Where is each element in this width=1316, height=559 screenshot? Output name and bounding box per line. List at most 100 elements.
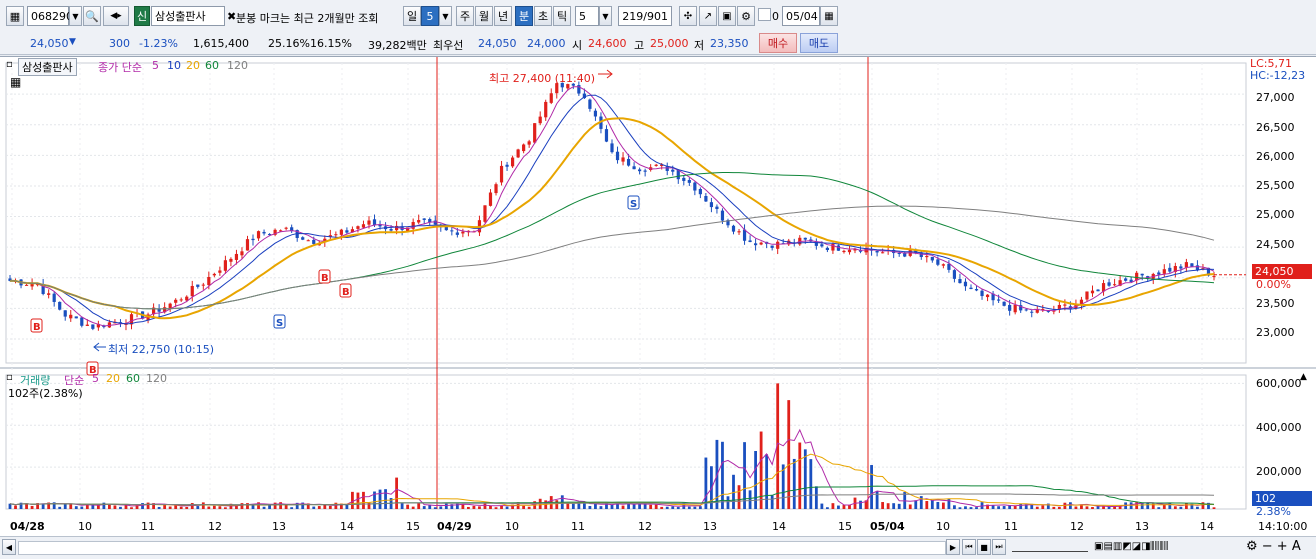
- calendar-icon[interactable]: ▦: [820, 6, 838, 26]
- volume-bar: [201, 502, 205, 509]
- volume-bar: [273, 502, 277, 509]
- buy-button[interactable]: 매수: [759, 33, 797, 53]
- stock-code-input[interactable]: 068290: [27, 6, 73, 26]
- minute-value-field[interactable]: 5: [575, 6, 599, 26]
- period-dropdown-icon[interactable]: ▼: [439, 6, 452, 26]
- gear-icon[interactable]: ⚙: [737, 6, 755, 26]
- candle-body: [8, 278, 12, 281]
- volume-bar: [897, 503, 901, 509]
- date-input[interactable]: 05/04: [782, 6, 820, 26]
- time-label: 14:10:00: [1258, 520, 1308, 533]
- candle-body: [461, 231, 465, 234]
- period-month-button[interactable]: 월: [475, 6, 493, 26]
- minute-dropdown-icon[interactable]: ▼: [599, 6, 612, 26]
- candle-body: [1195, 265, 1200, 271]
- volume-bar: [367, 502, 371, 509]
- sell-button[interactable]: 매도: [800, 33, 838, 53]
- code-dropdown-icon[interactable]: ▼: [69, 6, 82, 26]
- volume-bar: [820, 503, 824, 509]
- candle-body: [36, 284, 40, 286]
- volume-bar: [1057, 507, 1061, 509]
- candle-body: [753, 243, 758, 246]
- candle-body: [262, 231, 266, 234]
- volume-bar: [119, 506, 122, 509]
- scroll-track[interactable]: [18, 541, 946, 555]
- candle-body: [267, 233, 272, 235]
- trade-marker-label: B: [33, 322, 41, 333]
- search-icon[interactable]: 🔍: [83, 6, 101, 26]
- period-year-button[interactable]: 년: [494, 6, 512, 26]
- ma60-line: [10, 172, 1215, 310]
- chart-area[interactable]: B B B B S S ▫ 삼성출판사 종가 단순 5 10 20 60 120 ▦ LC…: [0, 56, 1316, 537]
- trade-marker: [318, 269, 331, 284]
- down-arrow-icon: ▼: [69, 37, 76, 47]
- volume-bar: [875, 491, 879, 509]
- chart-type-icons[interactable]: ⫼⫼⫼⫼: [1150, 541, 1169, 552]
- date-checkbox[interactable]: [758, 8, 771, 21]
- volume-bar: [759, 431, 763, 509]
- volume-bar: [941, 502, 945, 509]
- scroll-left-icon[interactable]: ◀: [2, 539, 16, 555]
- volume-bar: [1168, 503, 1172, 509]
- price-change-pct: -1.23%: [139, 37, 178, 50]
- volume-bar: [1184, 503, 1188, 509]
- volume-bar: [185, 506, 189, 509]
- panel-collapse-icon[interactable]: ▫: [6, 59, 13, 70]
- prev-next-icon[interactable]: ◀▸: [103, 6, 129, 26]
- period-second-button[interactable]: 초: [534, 6, 552, 26]
- save-icon[interactable]: ▣: [718, 6, 736, 26]
- candle-body: [63, 310, 67, 317]
- last-page-icon[interactable]: ⏭: [992, 539, 1006, 555]
- volume-bar: [643, 503, 647, 509]
- volume-expand-icon[interactable]: ▲: [1300, 372, 1307, 382]
- period-week-button[interactable]: 주: [456, 6, 474, 26]
- crosshair-icon[interactable]: ✣: [679, 6, 697, 26]
- volume-bar: [837, 505, 840, 509]
- candle-body: [1035, 309, 1039, 313]
- candle-body: [212, 273, 216, 276]
- volume-bar: [770, 495, 774, 509]
- candle-body: [615, 151, 620, 161]
- candle-body: [157, 308, 161, 312]
- trade-marker-label: S: [630, 199, 637, 210]
- volume-bar: [848, 504, 851, 509]
- scroll-right-icon[interactable]: ▶: [946, 539, 960, 555]
- best-bid-price: 24,000: [527, 37, 566, 50]
- stop-icon[interactable]: ■: [977, 539, 991, 555]
- volume-bar: [886, 503, 890, 509]
- period-count-field[interactable]: 5: [421, 6, 439, 26]
- period-minute-button[interactable]: 분: [515, 6, 533, 26]
- grid-table-icon[interactable]: ▦: [10, 75, 22, 89]
- layout-icon[interactable]: ▦: [6, 6, 24, 26]
- volume-bar: [908, 504, 912, 509]
- price-tick-label: 26,500: [1256, 121, 1295, 134]
- volume-bar: [339, 503, 343, 509]
- volume-bar: [439, 506, 443, 509]
- candle-body: [240, 251, 244, 256]
- zoom-slider[interactable]: [1012, 543, 1088, 552]
- candle-body: [588, 99, 592, 109]
- volume-bar: [306, 503, 310, 509]
- candle-body: [1096, 289, 1100, 292]
- volume-collapse-icon[interactable]: ▫: [6, 372, 13, 383]
- volume-bar: [163, 504, 167, 509]
- candle-body: [151, 307, 156, 315]
- volume-bar: [947, 498, 951, 509]
- chart-svg[interactable]: B B B B S S: [0, 57, 1316, 537]
- vol-ma5-label: 5: [92, 372, 99, 385]
- volume-ma120-line: [9, 493, 1215, 506]
- first-page-icon[interactable]: ⏮: [962, 539, 976, 555]
- candle-body: [234, 253, 239, 260]
- bottom-scrollbar[interactable]: ◀ ▶ ⏮ ■ ⏭ ▣▤▥◩◪◨ ⫼⫼⫼⫼ ⚙ − + A: [0, 536, 1316, 559]
- trend-icon[interactable]: ↗: [699, 6, 717, 26]
- period-day-button[interactable]: 일: [403, 6, 421, 26]
- volume-bar: [1196, 506, 1199, 509]
- volume-bar: [190, 503, 194, 509]
- toolbar-icons[interactable]: ▣▤▥◩◪◨: [1094, 541, 1151, 552]
- vol-ma20-label: 20: [106, 372, 120, 385]
- candle-body: [223, 260, 227, 271]
- volume-bar: [135, 504, 139, 509]
- volume-bar: [8, 503, 12, 509]
- zoom-controls[interactable]: ⚙ − + A: [1246, 539, 1301, 554]
- period-tick-button[interactable]: 틱: [553, 6, 571, 26]
